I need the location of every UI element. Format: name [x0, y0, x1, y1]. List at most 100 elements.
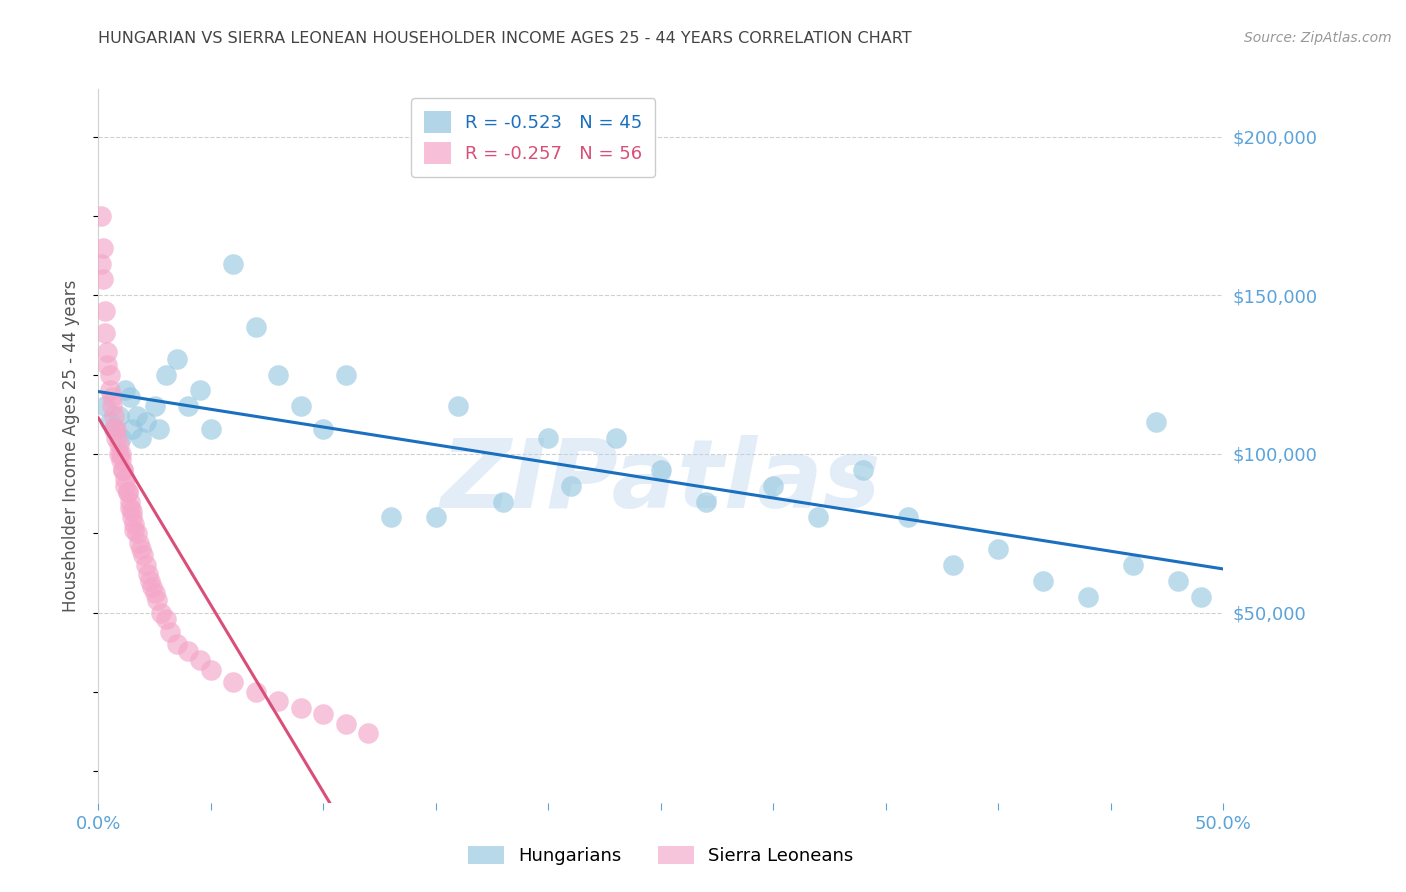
Point [852, 463, 875, 477]
Point [94, 304, 117, 318]
Point [1032, 574, 1054, 588]
Point [492, 494, 515, 508]
Point [114, 384, 136, 398]
Y-axis label: Householder Income Ages 25 - 44 years: Householder Income Ages 25 - 44 years [62, 280, 80, 612]
Point [94, 326, 117, 341]
Point [96, 358, 118, 372]
Point [118, 494, 141, 508]
Point [124, 516, 146, 531]
Point [90, 209, 112, 223]
Point [110, 431, 132, 445]
Point [118, 390, 141, 404]
Point [96, 345, 118, 359]
Point [143, 400, 166, 414]
Point [807, 510, 830, 524]
Point [146, 592, 169, 607]
Point [1189, 590, 1212, 604]
Point [124, 523, 146, 537]
Point [447, 400, 470, 414]
Point [897, 510, 920, 524]
Point [121, 504, 143, 518]
Point [114, 472, 136, 486]
Point [117, 485, 139, 500]
Point [650, 463, 672, 477]
Point [200, 421, 222, 435]
Point [177, 400, 200, 414]
Point [312, 421, 335, 435]
Point [222, 257, 245, 271]
Legend: R = -0.523   N = 45, R = -0.257   N = 56: R = -0.523 N = 45, R = -0.257 N = 56 [411, 98, 655, 177]
Point [90, 257, 112, 271]
Point [129, 542, 152, 557]
Point [425, 510, 447, 524]
Point [245, 320, 267, 334]
Point [132, 549, 155, 563]
Point [94, 400, 117, 414]
Point [103, 421, 125, 435]
Point [312, 706, 335, 721]
Point [98, 384, 121, 398]
Legend: Hungarians, Sierra Leoneans: Hungarians, Sierra Leoneans [461, 838, 860, 872]
Point [166, 637, 188, 651]
Point [103, 409, 125, 423]
Point [1167, 574, 1189, 588]
Point [560, 478, 582, 492]
Point [112, 463, 135, 477]
Point [155, 368, 177, 382]
Point [91, 241, 114, 255]
Point [1144, 415, 1167, 429]
Point [267, 368, 290, 382]
Point [103, 421, 125, 435]
Point [357, 726, 380, 740]
Point [335, 368, 357, 382]
Point [290, 700, 312, 714]
Point [121, 510, 143, 524]
Point [112, 463, 135, 477]
Text: HUNGARIAN VS SIERRA LEONEAN HOUSEHOLDER INCOME AGES 25 - 44 YEARS CORRELATION CH: HUNGARIAN VS SIERRA LEONEAN HOUSEHOLDER … [98, 31, 912, 46]
Point [290, 400, 312, 414]
Point [105, 421, 128, 435]
Point [98, 368, 121, 382]
Point [150, 606, 173, 620]
Point [159, 624, 181, 639]
Point [537, 431, 560, 445]
Point [155, 612, 177, 626]
Point [117, 485, 139, 500]
Point [200, 663, 222, 677]
Point [143, 586, 166, 600]
Point [110, 453, 132, 467]
Point [335, 716, 357, 731]
Point [118, 500, 141, 515]
Point [107, 447, 129, 461]
Point [942, 558, 965, 572]
Point [125, 526, 148, 541]
Point [245, 685, 267, 699]
Point [188, 653, 211, 667]
Point [141, 580, 163, 594]
Point [1077, 590, 1099, 604]
Point [166, 351, 188, 366]
Point [135, 558, 157, 572]
Point [1122, 558, 1144, 572]
Point [177, 643, 200, 657]
Text: Source: ZipAtlas.com: Source: ZipAtlas.com [1244, 31, 1392, 45]
Text: ZIPatlas: ZIPatlas [440, 435, 882, 528]
Point [101, 390, 124, 404]
Point [695, 494, 717, 508]
Point [107, 437, 129, 451]
Point [129, 431, 152, 445]
Point [125, 409, 148, 423]
Point [101, 400, 124, 414]
Point [222, 675, 245, 690]
Point [267, 694, 290, 708]
Point [121, 421, 143, 435]
Point [114, 478, 136, 492]
Point [987, 542, 1010, 557]
Point [605, 431, 627, 445]
Point [110, 447, 132, 461]
Point [91, 272, 114, 286]
Point [135, 415, 157, 429]
Point [98, 415, 121, 429]
Point [136, 567, 159, 582]
Point [107, 409, 129, 423]
